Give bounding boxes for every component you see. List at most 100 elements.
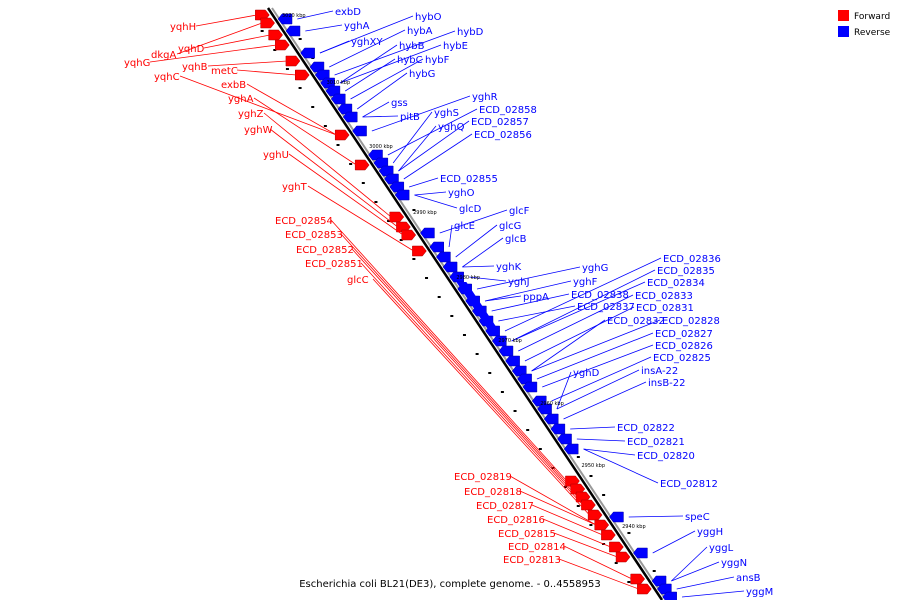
reverse-leader-line <box>392 111 433 164</box>
forward-leader-line <box>563 545 633 580</box>
position-dot <box>627 532 631 534</box>
forward-leader-line <box>558 558 639 590</box>
reverse-gene-arrow <box>517 373 532 385</box>
gene-label-ecd-02855: ECD_02855 <box>440 174 498 185</box>
reverse-gene-arrow <box>657 583 672 595</box>
gene-label-ecd-02822: ECD_02822 <box>617 423 675 434</box>
reverse-gene-arrow <box>449 271 464 283</box>
position-dot <box>450 315 454 317</box>
scale-ticks: 3020 kbp 3010 kbp 3000 kbp 2990 kbp 2980 kbp… <box>282 13 646 530</box>
reverse-gene-arrow <box>550 423 566 435</box>
reverse-leader-line <box>409 177 439 188</box>
gene-label-pppa: pppA <box>523 292 549 303</box>
position-dot <box>298 87 302 89</box>
forward-gene-arrow <box>401 229 417 241</box>
gene-label-ecd-02857: ECD_02857 <box>471 117 529 128</box>
reverse-gene-arrow <box>420 227 435 239</box>
forward-gene-arrow <box>601 529 616 541</box>
position-dot <box>589 475 593 477</box>
gene-label-ecd-02831: ECD_02831 <box>636 303 694 314</box>
genome-backbone <box>266 7 664 600</box>
reverse-gene-arrow <box>389 181 405 193</box>
reverse-gene-arrow <box>378 165 394 177</box>
forward-gene-arrow <box>615 551 631 563</box>
gene-label-insb-22: insB-22 <box>648 378 686 389</box>
reverse-gene-arrow <box>543 413 559 425</box>
reverse-leader-line <box>305 24 343 32</box>
scale-tick-label: 2960 kbp <box>540 401 564 407</box>
scale-tick-label: 3020 kbp <box>282 13 306 19</box>
position-dot <box>387 220 391 222</box>
reverse-gene-arrow <box>505 355 520 367</box>
reverse-leader-line <box>339 44 442 84</box>
reverse-leader-line <box>498 305 576 322</box>
scale-tick-label: 2950 kbp <box>581 463 605 469</box>
reverse-leader-line <box>403 133 473 180</box>
reverse-gene-arrow <box>491 335 507 347</box>
position-dot <box>323 125 327 127</box>
gene-label-glce: glcE <box>454 221 475 232</box>
gene-label-yqhg: yqhG <box>124 58 150 69</box>
gene-label-metc: metC <box>211 66 238 77</box>
position-dot <box>627 581 631 583</box>
reverse-gene-arrow <box>498 345 514 357</box>
reverse-leader-line <box>297 10 334 20</box>
gene-label-ecd-02827: ECD_02827 <box>655 329 713 340</box>
gene-label-ecd-02837: ECD_02837 <box>577 302 635 313</box>
gene-label-ygho: yghO <box>448 188 475 199</box>
gene-label-ecd-02814: ECD_02814 <box>508 542 566 553</box>
position-dot <box>538 448 542 450</box>
label-leader-lines <box>149 10 745 598</box>
scale-tick-label: 2990 kbp <box>413 210 437 216</box>
position-dot <box>412 209 416 211</box>
reverse-gene-arrow <box>456 282 500 332</box>
position-dot <box>526 429 530 431</box>
gene-label-ecd-02833: ECD_02833 <box>635 291 693 302</box>
gene-label-yghr: yghR <box>472 92 498 103</box>
gene-label-yqhc: yqhC <box>154 72 180 83</box>
gene-label-ecd-02819: ECD_02819 <box>454 472 512 483</box>
gene-label-exbb: exbB <box>221 80 246 91</box>
gene-label-yggn: yggN <box>721 558 747 569</box>
reverse-gene-arrow <box>557 433 572 445</box>
reverse-gene-arrow <box>563 443 579 455</box>
forward-leader-line <box>372 278 590 516</box>
reverse-leader-line <box>518 294 634 352</box>
gene-label-hybg: hybG <box>409 69 435 80</box>
reverse-leader-line <box>556 371 572 410</box>
gene-label-ansb: ansB <box>736 573 761 584</box>
legend-forward-swatch <box>838 10 849 21</box>
reverse-gene-arrow <box>314 69 330 81</box>
reverse-leader-line <box>681 590 745 598</box>
reverse-gene-arrow <box>342 111 358 123</box>
gene-label-yggm: yggM <box>746 587 773 598</box>
reverse-leader-line <box>371 95 471 132</box>
forward-gene-arrow <box>587 509 603 521</box>
forward-gene-arrow <box>334 129 350 141</box>
reverse-leader-line <box>339 44 398 84</box>
forward-gene-arrow <box>389 211 405 223</box>
forward-gene-arrow <box>630 573 646 585</box>
gene-label-ecd-02816: ECD_02816 <box>487 515 545 526</box>
forward-gene-arrow <box>255 9 270 21</box>
forward-gene-arrow <box>285 55 301 67</box>
gene-label-ecd-02851: ECD_02851 <box>305 259 363 270</box>
position-dot <box>285 68 289 70</box>
reverse-leader-line <box>652 530 696 554</box>
reverse-leader-line <box>484 295 522 302</box>
reverse-leader-line <box>511 269 656 342</box>
position-dot <box>349 163 353 165</box>
reverse-leader-line <box>536 332 654 380</box>
reverse-gene-arrow <box>352 125 367 137</box>
reverse-leader-line <box>491 293 570 312</box>
position-dot <box>298 38 302 40</box>
forward-leader-line <box>360 262 584 506</box>
reverse-leader-line <box>362 101 390 118</box>
gene-label-ecd-02838: ECD_02838 <box>571 290 629 301</box>
reverse-gene-arrow <box>325 85 341 97</box>
gene-label-yghu: yghU <box>263 150 289 161</box>
gene-label-ecd-02828: ECD_02828 <box>662 316 720 327</box>
position-dot <box>576 456 580 458</box>
reverse-leader-line <box>576 438 626 442</box>
reverse-leader-line <box>448 224 453 248</box>
